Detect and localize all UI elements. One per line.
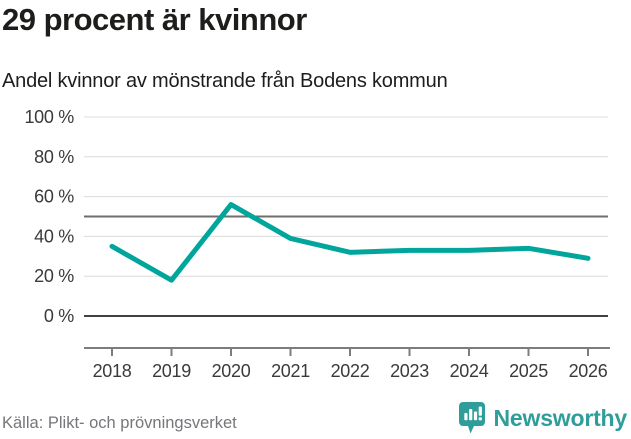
x-tick-label: 2020 (212, 361, 251, 381)
newsworthy-logo-icon (458, 402, 485, 434)
x-tick-label: 2018 (93, 361, 132, 381)
y-tick-label: 100 % (24, 107, 74, 127)
y-tick-label: 0 % (44, 306, 74, 326)
chart-title: 29 procent är kvinnor (2, 2, 307, 37)
x-tick-label: 2023 (390, 361, 429, 381)
y-tick-label: 80 % (34, 147, 74, 167)
source-note: Källa: Plikt- och prövningsverket (2, 414, 237, 432)
line-chart: 0 % 20 % 40 % 60 % 80 % 100 % 2018 2019 2020 2021… (24, 107, 610, 381)
data-line (109, 202, 591, 283)
newsworthy-logo-text: Newsworthy (493, 404, 628, 431)
y-tick-label: 40 % (34, 226, 74, 246)
x-tick-label: 2022 (331, 361, 370, 381)
newsworthy-logo: Newsworthy (458, 401, 627, 435)
y-tick-label: 20 % (34, 266, 74, 286)
x-tick-label: 2024 (450, 361, 489, 381)
chart-subtitle: Andel kvinnor av mönstrande från Bodens … (2, 70, 448, 92)
x-tick-label: 2025 (509, 361, 548, 381)
x-tick-label: 2019 (152, 361, 191, 381)
y-tick-label: 60 % (34, 187, 74, 207)
x-tick-label: 2021 (271, 361, 310, 381)
logo-bars-glyph (463, 406, 482, 421)
x-tick-label: 2026 (569, 361, 608, 381)
